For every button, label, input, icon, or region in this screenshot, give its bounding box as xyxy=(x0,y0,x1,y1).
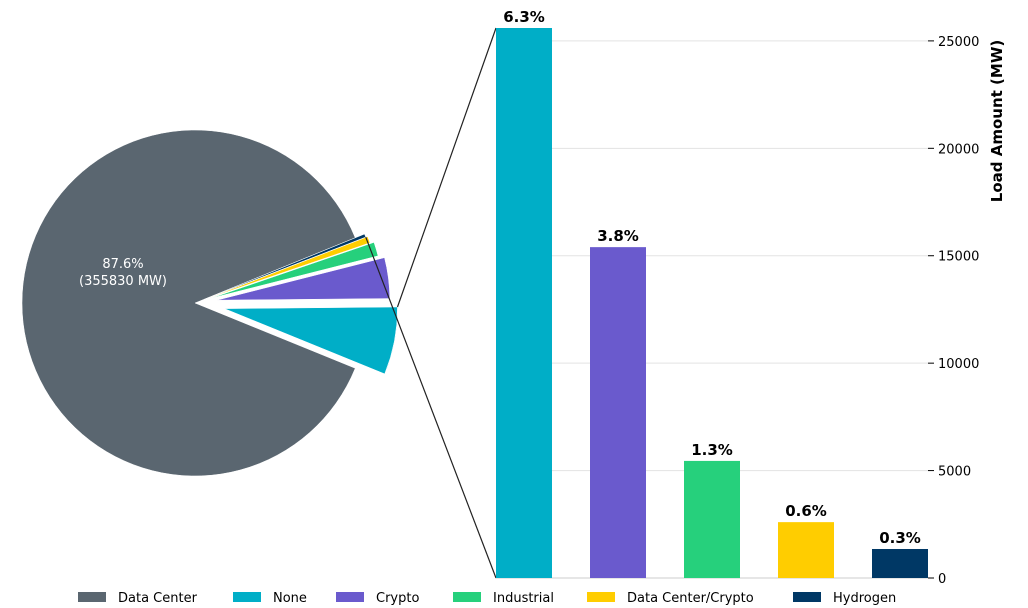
pie-slice-hydrogen xyxy=(204,233,367,300)
connector-lines xyxy=(365,27,497,579)
y-tick-label: 15000 xyxy=(938,250,979,265)
y-tick-label: 5000 xyxy=(938,465,971,480)
y-tick-label: 20000 xyxy=(938,142,979,157)
legend-label-none: None xyxy=(273,591,307,606)
connector-line-top xyxy=(396,27,497,308)
legend-swatch-data-center xyxy=(78,592,106,602)
bar-label-hydrogen: 0.3% xyxy=(879,529,921,547)
bar-label-data-center-crypto: 0.6% xyxy=(785,502,827,520)
bar-chart: 6.3% 3.8% 1.3% 0.6% 0.3% xyxy=(496,8,928,578)
bar-label-none: 6.3% xyxy=(503,8,545,26)
connector-line-bottom xyxy=(365,236,497,579)
y-tick-label: 10000 xyxy=(938,357,979,372)
legend-swatch-hydrogen xyxy=(793,592,821,602)
legend-label-crypto: Crypto xyxy=(376,591,419,606)
bar-label-crypto: 3.8% xyxy=(597,227,639,245)
legend-swatch-none xyxy=(233,592,261,602)
pie-chart: 87.6% (355830 MW) xyxy=(21,129,398,477)
pie-slice-none xyxy=(224,306,398,375)
bar-label-industrial: 1.3% xyxy=(691,441,733,459)
legend-label-data-center-crypto: Data Center/Crypto xyxy=(627,591,754,606)
pie-slice-data-center-crypto xyxy=(206,236,371,300)
bar-none xyxy=(496,28,552,578)
pie-label-mw: (355830 MW) xyxy=(79,274,167,289)
y-tick-label: 0 xyxy=(938,572,946,587)
legend-swatch-data-center-crypto xyxy=(587,592,615,602)
bar-data-center-crypto xyxy=(778,522,834,578)
pie-slice-data-center xyxy=(21,129,356,477)
y-axis: Load Amount (MW) 0 5000 10000 15000 20000 250… xyxy=(928,35,1006,587)
bar-hydrogen xyxy=(872,548,928,578)
legend: Data Center None Crypto Industrial Data Cent… xyxy=(78,591,896,606)
pie-label-percent: 87.6% xyxy=(102,257,143,272)
y-tick-label: 25000 xyxy=(938,35,979,50)
bar-industrial xyxy=(684,460,740,578)
legend-label-hydrogen: Hydrogen xyxy=(833,591,896,606)
pie-slice-industrial xyxy=(210,242,379,299)
legend-swatch-industrial xyxy=(453,592,481,602)
bar-crypto xyxy=(590,247,646,578)
y-axis-title: Load Amount (MW) xyxy=(988,40,1006,202)
legend-label-data-center: Data Center xyxy=(118,591,198,606)
legend-label-industrial: Industrial xyxy=(493,591,554,606)
legend-swatch-crypto xyxy=(336,592,364,602)
